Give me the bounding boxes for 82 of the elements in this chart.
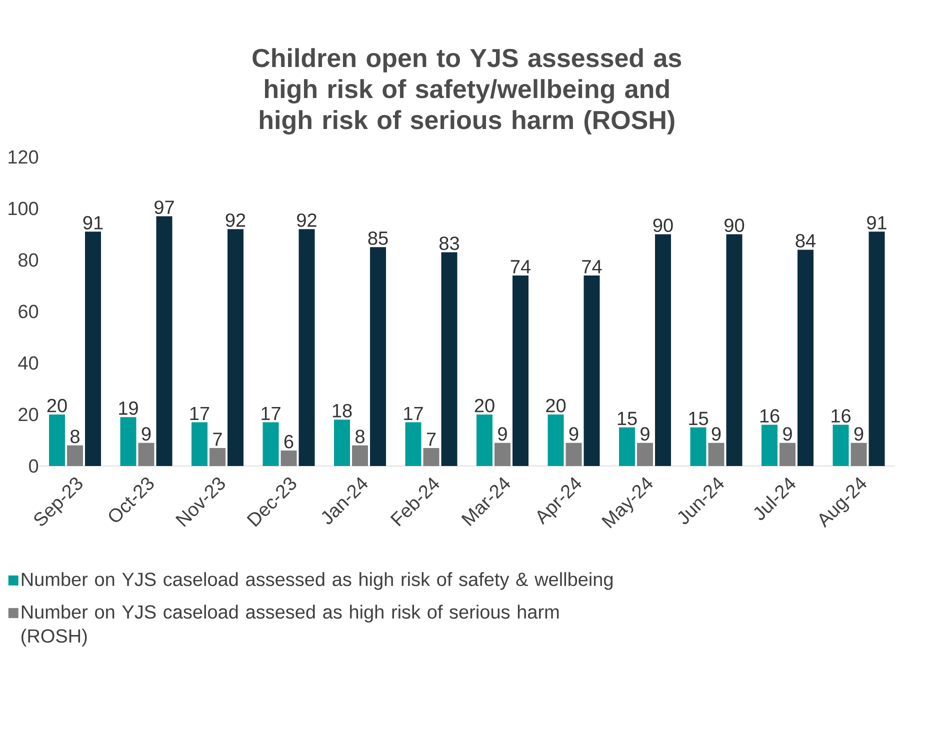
- bar: [405, 422, 422, 466]
- data-label: 9: [498, 427, 507, 441]
- bar: [655, 234, 672, 466]
- data-label: 17: [262, 406, 280, 420]
- data-label: 20: [474, 398, 494, 412]
- bar: [708, 442, 724, 466]
- y-tick-label: 20: [18, 408, 38, 422]
- bar: [67, 445, 83, 466]
- bar: [280, 450, 297, 466]
- data-label: 9: [640, 427, 650, 441]
- data-label: 16: [760, 409, 780, 423]
- bar: [798, 250, 814, 466]
- data-label: 9: [783, 427, 792, 441]
- bar: [138, 442, 154, 466]
- y-tick-label: 0: [29, 459, 38, 473]
- bar: [850, 442, 867, 466]
- y-tick-label: 60: [18, 304, 38, 318]
- bar: [619, 427, 636, 466]
- data-label: 9: [712, 427, 721, 441]
- data-label: 84: [796, 234, 816, 248]
- data-label: 15: [618, 412, 637, 426]
- bar: [298, 229, 315, 466]
- data-label: 91: [867, 216, 886, 230]
- legend-label: Number on YJS caseload assessed as high risk of safety & wellbeing: [22, 572, 613, 590]
- data-label: 92: [297, 213, 316, 227]
- chart-title: Children open to YJS assessed as high risk of safety/wellbeing and high risk of serious harm (ROSH): [252, 48, 682, 134]
- bar: [210, 448, 226, 466]
- data-label: 7: [213, 432, 222, 446]
- bar: [690, 427, 706, 466]
- bar: [832, 424, 849, 466]
- bar: [548, 414, 564, 466]
- data-label: 17: [190, 406, 210, 420]
- data-label: 74: [510, 260, 531, 274]
- data-label: 92: [226, 213, 246, 227]
- bar: [262, 422, 279, 466]
- bar: [441, 252, 458, 466]
- bar: [512, 275, 529, 466]
- data-label: 83: [440, 236, 459, 250]
- data-label: 8: [70, 430, 80, 444]
- data-label: 8: [356, 430, 364, 444]
- data-label: 15: [689, 412, 708, 426]
- data-label: 9: [569, 427, 578, 441]
- data-label: 19: [119, 401, 138, 415]
- data-label: 17: [404, 406, 423, 420]
- data-label: 16: [832, 409, 850, 423]
- y-tick-label: 40: [18, 356, 38, 370]
- bar: [584, 275, 600, 466]
- data-label: 74: [582, 260, 602, 274]
- data-label: 9: [142, 427, 151, 441]
- bar: [566, 442, 582, 466]
- bar: [334, 420, 350, 466]
- bar: [476, 414, 493, 466]
- data-label: 97: [154, 200, 174, 214]
- bar: [780, 442, 796, 466]
- data-label: 18: [332, 404, 352, 418]
- data-label: 7: [426, 432, 436, 446]
- bar: [228, 229, 244, 466]
- y-tick-label: 100: [8, 202, 38, 216]
- bar: [494, 442, 511, 466]
- bar: [762, 424, 778, 466]
- legend-label: Number on YJS caseload assesed as high risk of serious harm (ROSH): [22, 604, 559, 646]
- bar: [370, 247, 386, 466]
- bar: [49, 414, 65, 466]
- bar: [192, 422, 208, 466]
- data-label: 85: [368, 231, 388, 245]
- data-label: 20: [47, 398, 67, 412]
- bar: [637, 442, 654, 466]
- data-label: 9: [854, 427, 864, 441]
- data-label: 91: [83, 216, 103, 230]
- bar: [868, 232, 885, 466]
- bar: [156, 216, 172, 466]
- bar: [352, 445, 368, 466]
- y-tick-label: 120: [8, 150, 38, 164]
- data-label: 20: [546, 398, 566, 412]
- y-tick-label: 80: [18, 253, 38, 267]
- data-label: 6: [284, 434, 294, 448]
- bar: [726, 234, 742, 466]
- bar: [423, 448, 440, 466]
- data-label: 90: [724, 218, 744, 232]
- data-label: 90: [653, 218, 673, 232]
- bar: [85, 232, 101, 466]
- bar: [120, 417, 136, 466]
